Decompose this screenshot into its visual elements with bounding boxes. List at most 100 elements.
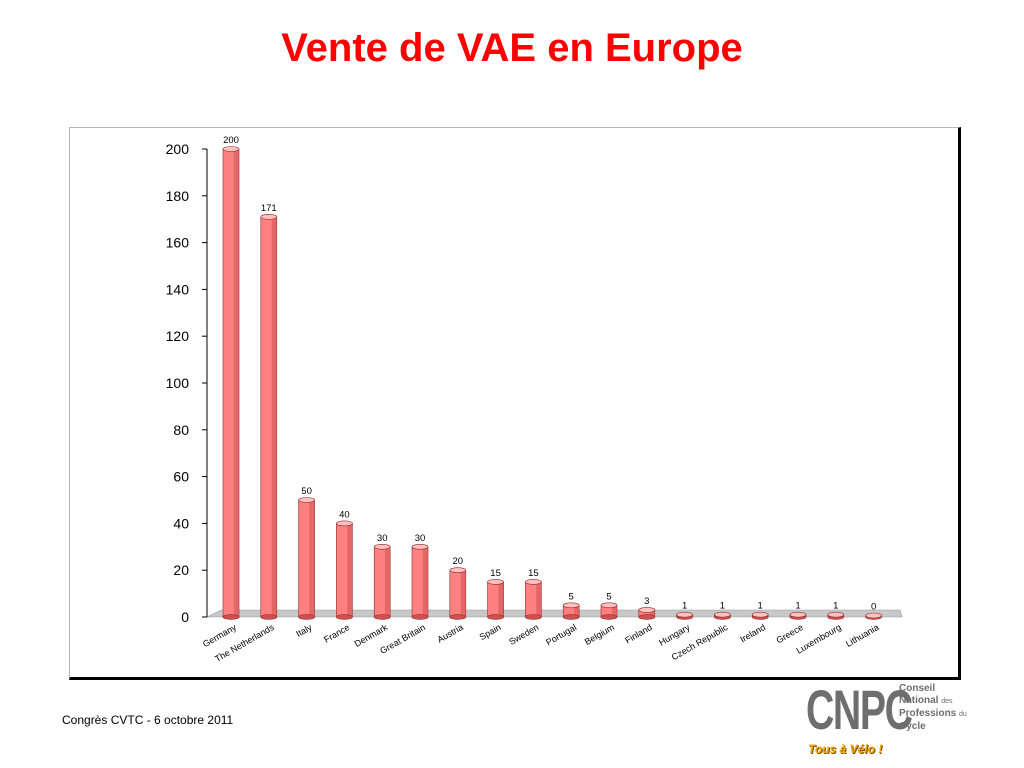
bar-top <box>714 611 731 618</box>
bar <box>751 611 769 620</box>
data-label: 30 <box>415 533 426 544</box>
y-tick-label: 140 <box>166 281 190 297</box>
bar-top <box>525 579 542 585</box>
x-tick-label: Italy <box>294 622 314 639</box>
data-label: 0 <box>871 602 876 613</box>
data-label: 171 <box>261 203 277 214</box>
data-label: 40 <box>339 509 350 520</box>
bar <box>865 612 882 620</box>
bar-base <box>487 614 504 620</box>
data-label: 5 <box>606 591 611 602</box>
logo-line-3b: du <box>959 711 967 718</box>
bar-shade <box>536 581 542 617</box>
bar <box>827 611 845 620</box>
bar <box>298 497 315 620</box>
bar-base <box>298 614 315 620</box>
x-tick-label: Lithuania <box>844 622 881 649</box>
y-tick-label: 120 <box>166 328 190 344</box>
data-label: 1 <box>758 601 763 612</box>
logo-line-3a: Professions <box>899 708 957 719</box>
bar-shade <box>385 546 391 617</box>
bar-top <box>373 543 391 550</box>
bar <box>222 146 240 620</box>
bar-shade <box>309 500 315 617</box>
bar-shade <box>460 570 466 617</box>
bar <box>260 214 278 620</box>
y-tick-label: 20 <box>173 562 189 578</box>
bar-shade <box>422 546 428 617</box>
bar <box>714 611 731 620</box>
data-label: 15 <box>528 568 539 579</box>
bar-top <box>638 607 656 613</box>
logo-line-4: Cycle <box>899 721 926 732</box>
bar-top <box>487 579 504 585</box>
bar <box>638 607 656 620</box>
x-tick-label: France <box>322 622 351 645</box>
y-tick-label: 100 <box>166 375 190 391</box>
y-tick-label: 180 <box>166 188 190 204</box>
bar-layer <box>222 146 882 620</box>
logo-text: Conseil National des Professions du Cycl… <box>899 683 967 733</box>
logo-line-2a: National <box>899 695 939 706</box>
bar <box>600 602 618 620</box>
bar <box>411 543 429 620</box>
footer-text: Congrès CVTC - 6 octobre 2011 <box>62 713 234 727</box>
bar <box>336 520 353 620</box>
chart-frame: 0 20 40 60 80 100 120 140 160 180 200 200 Germany 17… <box>69 127 961 680</box>
bar-base <box>525 614 542 620</box>
x-tick-label: Portugal <box>544 622 578 647</box>
x-tick-label: Spain <box>478 622 503 642</box>
bar-base <box>411 614 429 620</box>
data-label: 15 <box>490 568 501 579</box>
logo-line-2: National des <box>899 695 967 708</box>
bar-top <box>449 567 467 574</box>
bar <box>487 579 504 620</box>
slide-title: Vente de VAE en Europe <box>281 26 743 70</box>
logo-letters: CNPC <box>806 678 913 741</box>
bar-top <box>827 611 845 618</box>
bar-top <box>600 602 618 609</box>
bar-shade <box>271 216 277 618</box>
data-label: 30 <box>377 533 388 544</box>
bar <box>373 543 391 620</box>
x-tick-label: Greece <box>774 622 805 645</box>
data-label: 5 <box>569 591 574 602</box>
bar-top <box>411 543 429 550</box>
logo-line-2b: des <box>941 698 953 705</box>
bar-top <box>865 612 882 619</box>
y-tick-label: 160 <box>166 235 190 251</box>
bar-shade <box>611 605 617 617</box>
bar-shade <box>233 149 239 617</box>
bar-shade <box>649 609 655 617</box>
data-label: 50 <box>301 486 312 497</box>
bar-top <box>562 602 580 609</box>
bar-shade <box>347 523 353 617</box>
x-tick-label: Austria <box>436 622 465 645</box>
bar <box>789 611 807 620</box>
bar-base <box>562 614 580 620</box>
data-label: 20 <box>453 556 464 567</box>
y-tick-label: 0 <box>181 609 189 625</box>
y-tick-label: 40 <box>173 515 189 531</box>
bar-base <box>222 614 240 620</box>
logo-tagline: Tous à Vélo ! <box>808 742 883 756</box>
bar-base <box>336 614 353 620</box>
data-label: 200 <box>223 135 239 146</box>
x-tick-label: Belgium <box>583 622 616 647</box>
bar <box>676 611 693 620</box>
bar-top <box>298 497 315 503</box>
y-tick-label: 200 <box>166 141 190 157</box>
x-tick-label: Finland <box>623 622 654 645</box>
logo-line-3: Professions du <box>899 708 967 721</box>
bar-base <box>373 614 391 620</box>
data-label: 1 <box>720 601 725 612</box>
bar <box>525 579 542 620</box>
bar-top <box>260 214 278 220</box>
bar <box>562 602 580 620</box>
data-label: 1 <box>682 601 687 612</box>
bar-shade <box>574 605 580 617</box>
bar-shade <box>498 581 504 617</box>
bar-base <box>638 614 656 620</box>
y-tick-label: 60 <box>173 469 189 485</box>
